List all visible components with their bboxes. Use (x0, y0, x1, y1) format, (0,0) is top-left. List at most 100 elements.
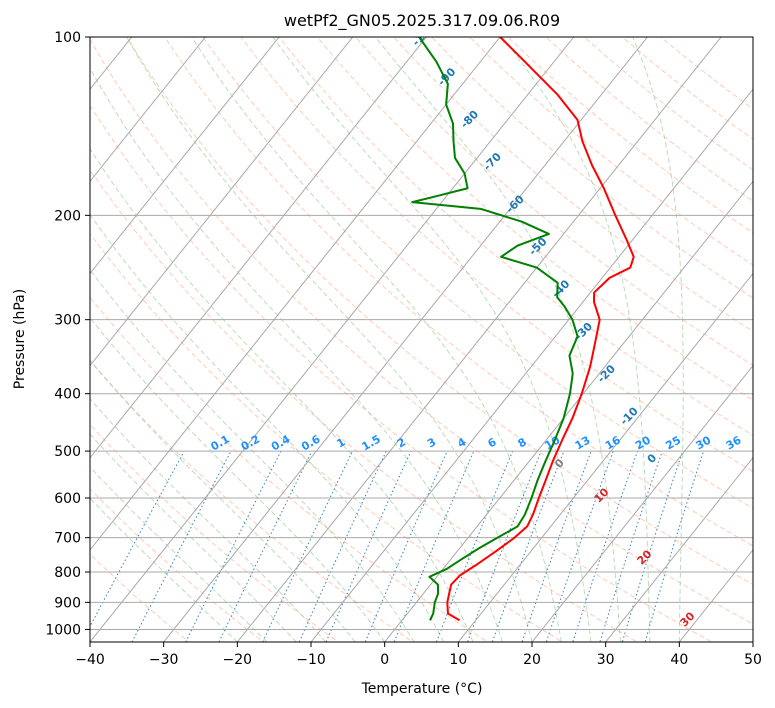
moist-adiabat (90, 317, 386, 642)
moist-adiabat (90, 269, 415, 642)
dry-adiabat (90, 553, 190, 642)
dry-adiabat-label: 40 (721, 671, 741, 691)
isotherm-line (90, 37, 501, 551)
grid (0, 37, 753, 642)
isotherm-line (90, 37, 575, 642)
moist-adiabat (90, 67, 504, 642)
mixing-ratio-label: 16 (603, 433, 623, 452)
dry-adiabat (126, 37, 753, 586)
x-axis: −40 −30 −20 −10 0 10 20 30 40 50 (75, 642, 762, 668)
mixing-ratio-line (393, 450, 475, 642)
mixing-ratio-line (218, 450, 313, 642)
moist-adiabat-label: -80 (458, 107, 481, 130)
x-tick-label: 10 (449, 652, 467, 668)
x-tick-label: 30 (597, 652, 615, 668)
isotherm-line (90, 37, 280, 275)
x-tick-label: 20 (523, 652, 541, 668)
mixing-ratio-line (325, 450, 412, 642)
mixing-ratio-label: 8 (516, 435, 529, 450)
x-axis-title: Temperature (°C) (361, 681, 483, 697)
y-tick-label: 500 (54, 444, 81, 460)
moist-adiabat (90, 147, 474, 642)
mixing-ratio-label: 0.4 (269, 432, 293, 453)
dry-adiabat-label: 10 (592, 485, 612, 505)
isotherm-line (457, 272, 753, 642)
moist-adiabat (191, 37, 562, 642)
moist-adiabat (90, 359, 356, 642)
mixing-ratio-line (90, 450, 185, 628)
isotherm-line (310, 88, 753, 642)
y-tick-label: 700 (54, 531, 81, 547)
mixing-ratio-label: 6 (485, 435, 498, 450)
moist-adiabat-label: -10 (618, 404, 641, 427)
moist-adiabat (632, 37, 684, 642)
dry-adiabat (278, 37, 753, 436)
isotherm-line (0, 37, 58, 642)
x-tick-label: −30 (149, 652, 179, 668)
y-tick-label: 800 (54, 565, 81, 581)
plot-frame (89, 36, 754, 643)
mixing-ratio-line (621, 450, 684, 642)
dry-adiabat (354, 37, 753, 366)
isotherm-line (752, 641, 753, 642)
dry-adiabat (90, 488, 265, 642)
moist-adiabat (501, 37, 651, 642)
mixing-ratio-line (599, 450, 663, 642)
y-tick-label: 300 (54, 313, 81, 329)
isotherm-line (236, 37, 722, 642)
dry-adiabat (240, 37, 753, 472)
y-axis: 1000 900 800 700 600 500 400 300 200 100 (45, 30, 90, 638)
moist-adiabat (374, 37, 621, 642)
dry-adiabat-label: 20 (635, 547, 655, 567)
isotherm-line (531, 364, 753, 642)
mixing-ratio-line (298, 450, 387, 642)
mixing-ratio-line (262, 450, 353, 642)
mixing-ratio-line (364, 450, 448, 642)
mixing-ratio-line (185, 450, 282, 642)
dry-adiabat (90, 38, 753, 625)
dry-adiabat (431, 37, 753, 299)
x-tick-label: 40 (670, 652, 688, 668)
x-tick-label: −20 (223, 652, 253, 668)
isotherm-line (605, 456, 753, 642)
isotherm-line (90, 37, 206, 183)
dry-adiabat (90, 169, 639, 642)
y-tick-label: 600 (54, 491, 81, 507)
moist-adiabat (90, 213, 445, 642)
dry-adiabat (202, 37, 753, 509)
moist-adiabat (90, 398, 327, 642)
moist-adiabat-label: 0 (645, 451, 660, 466)
moist-adiabat (90, 466, 268, 642)
isotherm-line (163, 37, 648, 642)
dry-adiabat (90, 423, 340, 642)
y-tick-label: 100 (54, 30, 81, 46)
dry-adiabat (469, 37, 753, 266)
mixing-ratio-label: 0.1 (209, 432, 232, 453)
mixing-ratio-line (572, 450, 639, 642)
adiabat-labels: -100-90-80-70-60-50-40-30-20-1000.1 0.2 0.… (209, 37, 744, 691)
mixing-ratio-line (644, 450, 705, 642)
mixing-ratio-label: 0.2 (239, 432, 262, 453)
mixing-ratio-label: 36 (724, 433, 744, 452)
mixing-ratio-label: 0.6 (299, 432, 323, 453)
moist-adiabat (90, 433, 297, 642)
mixing-ratio-label: 1.5 (360, 432, 383, 453)
moist-adiabat (90, 497, 238, 642)
mixing-ratio-line (435, 450, 514, 642)
y-tick-label: 900 (54, 595, 81, 611)
mixing-ratio-line (521, 450, 592, 642)
moist-adiabat-label: -20 (595, 362, 618, 385)
dry-adiabat (90, 359, 414, 642)
x-tick-label: −10 (296, 652, 326, 668)
y-axis-title: Pressure (hPa) (12, 289, 28, 389)
mixing-ratio-label: 25 (663, 434, 683, 453)
reference-lines (90, 37, 753, 642)
isotherm-line (678, 549, 753, 642)
dry-adiabat (164, 37, 753, 547)
moist-adiabat (272, 37, 592, 642)
isotherm-line (384, 180, 753, 642)
profile-series (411, 37, 635, 622)
moist-adiabat (126, 37, 533, 642)
dewpoint-line (411, 37, 579, 621)
